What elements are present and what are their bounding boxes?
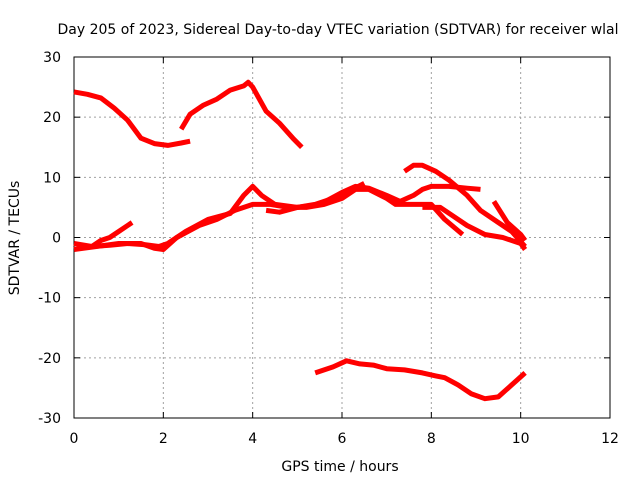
series-line-track-9 — [491, 200, 528, 242]
series-line-track-6 — [265, 181, 366, 215]
series-line-track-5 — [90, 220, 134, 249]
chart-title: Day 205 of 2023, Sidereal Day-to-day VTE… — [57, 22, 618, 38]
x-tick-label: 2 — [159, 431, 168, 447]
x-tick-label: 10 — [512, 431, 530, 447]
x-tick-label: 8 — [427, 431, 436, 447]
y-tick-label: -20 — [38, 351, 61, 367]
series-line-track-7 — [403, 162, 527, 249]
y-tick-label: 0 — [52, 231, 61, 247]
series-line-track-4 — [73, 186, 465, 252]
data-series — [73, 79, 528, 402]
series-line-track-8 — [422, 204, 528, 251]
x-tick-label: 12 — [601, 431, 619, 447]
y-tick-label: 20 — [43, 110, 61, 126]
axis-ticks — [73, 56, 611, 419]
y-tick-label: 10 — [43, 170, 61, 186]
y-axis-label: SDTVAR / TECUs — [7, 181, 23, 296]
x-tick-label: 0 — [70, 431, 79, 447]
x-axis-label: GPS time / hours — [281, 459, 398, 475]
series-line-track-2 — [179, 79, 304, 150]
y-tick-label: 30 — [43, 50, 61, 66]
y-tick-label: -30 — [38, 411, 61, 427]
y-tick-labels: -30 -20 -10 0 10 20 30 — [38, 50, 61, 427]
series-line-track-1 — [73, 89, 191, 148]
x-tick-label: 6 — [338, 431, 347, 447]
y-tick-label: -10 — [38, 291, 61, 307]
x-tick-labels: 0 2 4 6 8 10 12 — [70, 431, 619, 447]
series-line-track-10 — [314, 358, 527, 402]
x-tick-label: 4 — [248, 431, 257, 447]
